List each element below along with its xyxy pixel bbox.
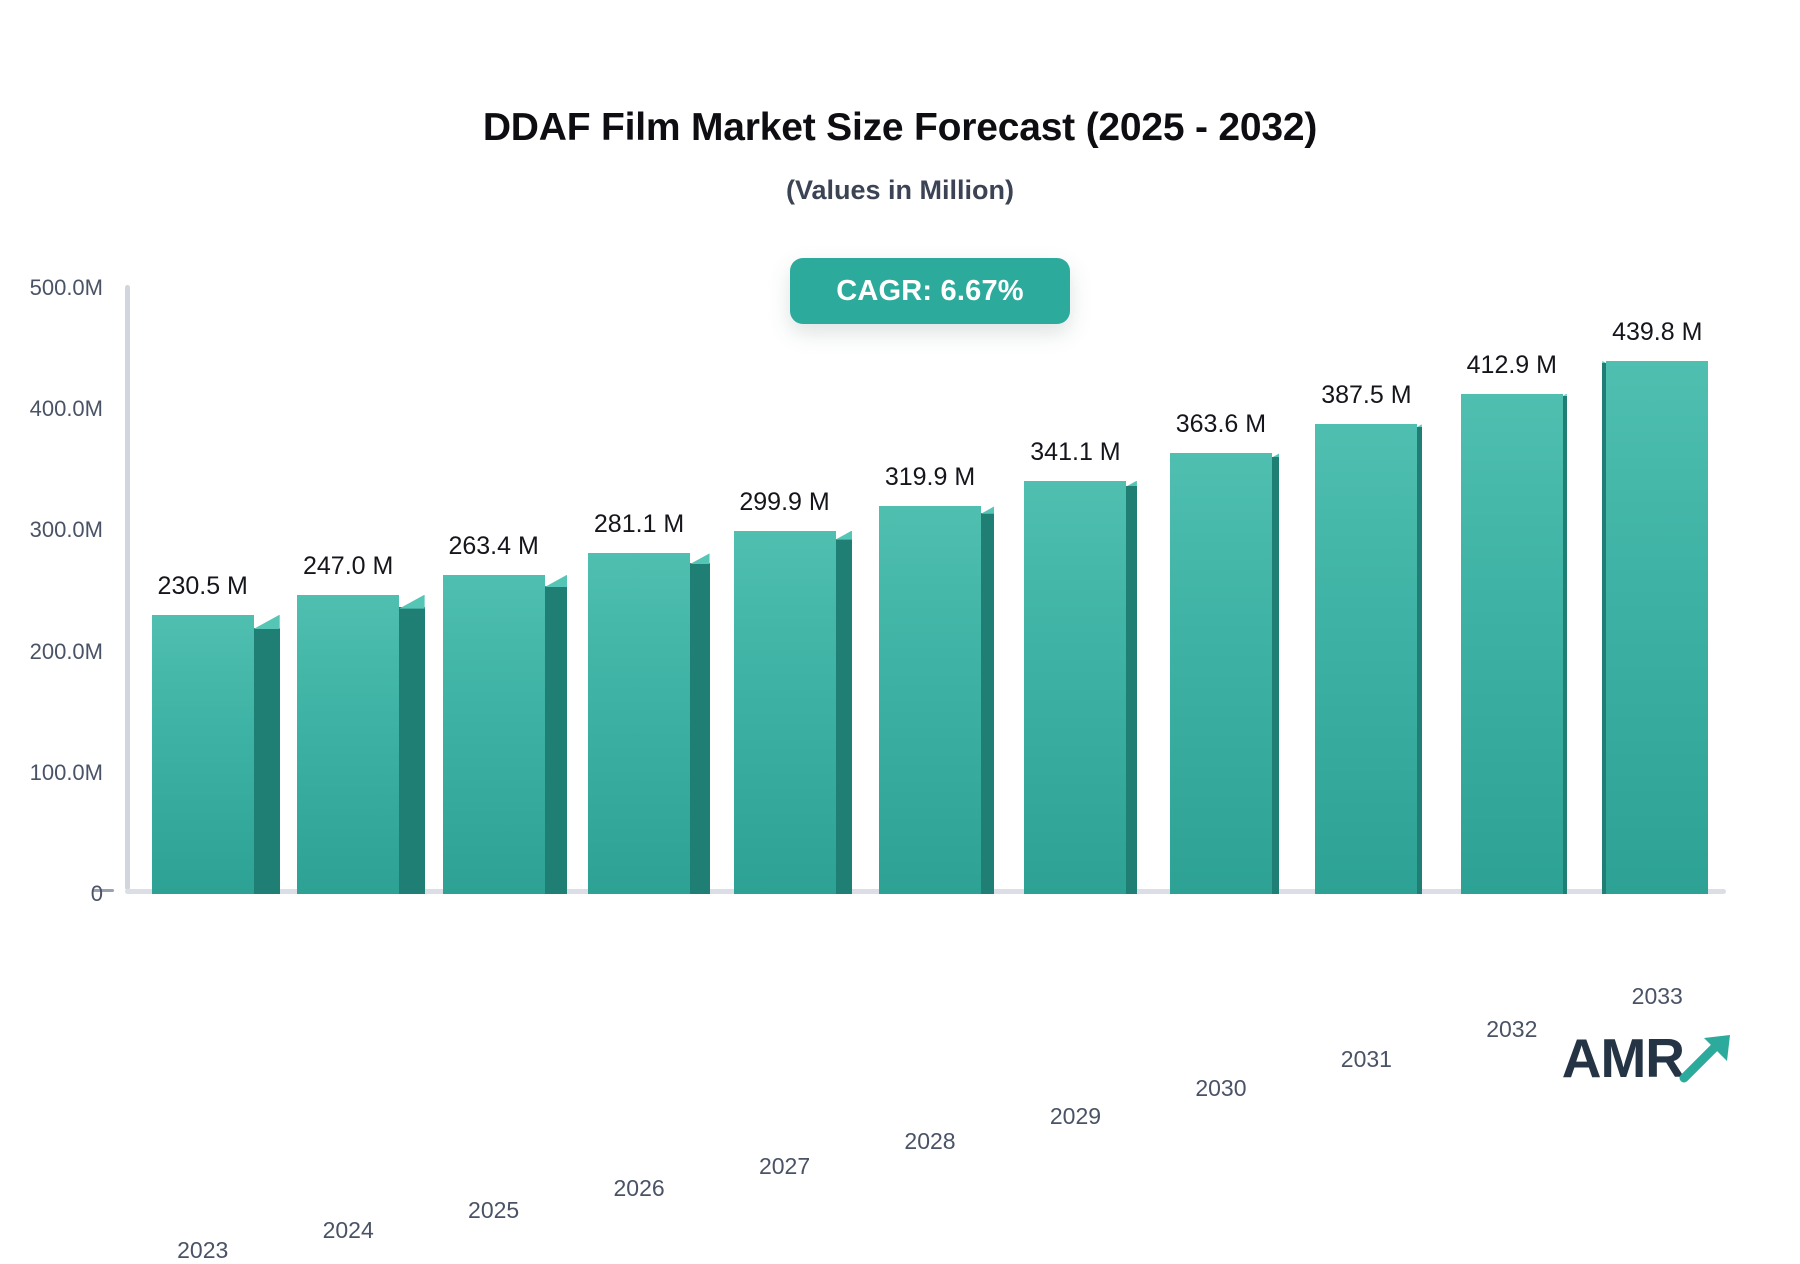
bar-top-face <box>1126 480 1137 487</box>
x-axis-label: 2028 <box>904 1128 956 1155</box>
chart-canvas: DDAF Film Market Size Forecast (2025 - 2… <box>30 106 1740 1263</box>
bar-value-label: 341.1 M <box>1030 437 1121 466</box>
cagr-badge-label: CAGR: 6.67% <box>836 274 1024 307</box>
bar-value-label: 281.1 M <box>593 510 685 539</box>
bar-item[interactable]: 263.4 M 2025 <box>442 532 568 1223</box>
chart-subtitle: (Values in Million) <box>785 175 1015 205</box>
bar-side-face <box>1417 426 1422 894</box>
bar-item[interactable]: 299.9 M 2027 <box>733 488 852 1179</box>
x-axis-label: 2032 <box>1486 1015 1538 1042</box>
y-axis-label: 0 <box>90 881 103 906</box>
bar-value-label: 263.4 M <box>448 531 539 560</box>
bar-side-face <box>1602 362 1607 894</box>
bar-side-face <box>399 607 425 894</box>
x-axis-label: 2027 <box>758 1152 811 1179</box>
x-axis-label: 2031 <box>1340 1046 1392 1073</box>
bar-value-label: 387.5 M <box>1321 381 1412 410</box>
x-axis-label: 2023 <box>177 1236 229 1263</box>
bar-side-face <box>1271 457 1280 894</box>
bar-front-face <box>1169 453 1272 894</box>
bar-value-label: 412.9 M <box>1466 350 1557 379</box>
y-axis-line <box>125 285 130 890</box>
bar-item[interactable]: 341.1 M 2029 <box>1024 438 1137 1129</box>
bar-front-face <box>1606 360 1709 894</box>
bar-item[interactable]: 319.9 M 2028 <box>879 463 995 1154</box>
y-axis-label: 100.0M <box>29 759 103 785</box>
x-axis-label: 2030 <box>1195 1075 1247 1102</box>
bar-top-face <box>1602 360 1607 364</box>
x-axis-label: 2029 <box>1049 1102 1102 1129</box>
amr-logo: AMR <box>1562 1030 1740 1086</box>
y-axis-zero-tick <box>92 889 114 892</box>
bar-item[interactable]: 247.0 M 2024 <box>297 552 425 1243</box>
bar-side-face <box>253 627 280 894</box>
bar-item[interactable]: 230.5 M 2023 <box>151 572 280 1263</box>
y-axis-label: 300.0M <box>29 517 103 543</box>
y-axis-label: 500.0M <box>29 275 103 300</box>
x-axis-label: 2024 <box>322 1216 374 1243</box>
bar-side-face <box>835 538 852 894</box>
bar-front-face <box>588 553 691 894</box>
bar-item[interactable]: 363.6 M 2030 <box>1169 410 1280 1101</box>
bar-side-face <box>1126 485 1137 894</box>
bar-value-label: 363.6 M <box>1175 410 1267 439</box>
bar-front-face <box>1024 480 1127 894</box>
x-axis-label: 2025 <box>468 1196 520 1223</box>
bar-front-face <box>442 574 545 894</box>
bar-top-face <box>1417 424 1422 427</box>
bar-front-face <box>151 614 254 894</box>
y-axis-label: 200.0M <box>29 638 103 664</box>
x-axis-label: 2026 <box>613 1175 665 1202</box>
bar-side-face <box>1562 395 1567 894</box>
bar-top-face <box>690 553 710 565</box>
bar-top-face <box>544 574 568 588</box>
bar-top-face <box>981 506 995 514</box>
bar-front-face <box>297 594 400 894</box>
bar-item[interactable]: 412.9 M 2032 <box>1460 351 1567 1042</box>
bar-front-face <box>1460 393 1563 894</box>
bar-side-face <box>544 586 568 894</box>
bar-item[interactable]: 281.1 M 2026 <box>588 510 710 1201</box>
amr-logo-text: AMR <box>1561 1027 1685 1089</box>
bar-value-label: 439.8 M <box>1612 317 1703 346</box>
bar-top-face <box>1271 453 1280 458</box>
bar-front-face <box>733 530 836 894</box>
y-axis-label: 400.0M <box>29 396 103 422</box>
x-axis-label: 2033 <box>1631 982 1683 1009</box>
bar-value-label: 299.9 M <box>739 487 830 516</box>
bar-item[interactable]: 387.5 M 2031 <box>1315 381 1422 1072</box>
bar-front-face <box>879 506 981 894</box>
cagr-badge: CAGR: 6.67% <box>790 258 1070 324</box>
bar-top-face <box>835 530 852 540</box>
bar-value-label: 319.9 M <box>884 463 976 492</box>
chart-title: DDAF Film Market Size Forecast (2025 - 2… <box>482 106 1318 149</box>
bar-top-face <box>399 594 425 609</box>
bar-value-label: 247.0 M <box>303 551 394 580</box>
bar-top-face <box>1562 393 1567 396</box>
bar-front-face <box>1315 424 1418 894</box>
growth-arrow-icon <box>1679 1035 1730 1083</box>
bar-side-face <box>981 513 995 894</box>
bar-value-label: 230.5 M <box>157 571 248 600</box>
bar-side-face <box>690 563 710 894</box>
bar-item[interactable]: 439.8 M 2033 <box>1602 318 1709 1009</box>
